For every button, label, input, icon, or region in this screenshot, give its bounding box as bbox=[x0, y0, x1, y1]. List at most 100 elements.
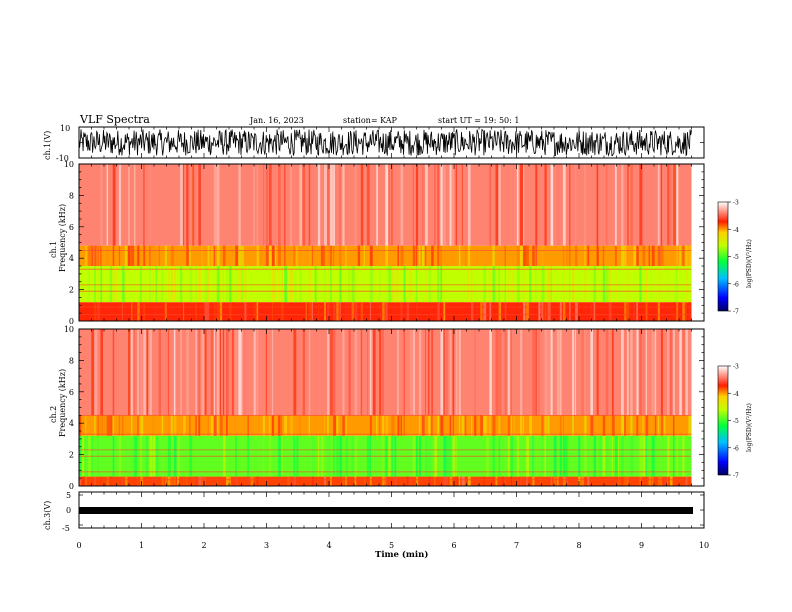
spectrogram-streak bbox=[394, 266, 397, 303]
spectrogram-streak bbox=[155, 302, 157, 321]
ch1-spectrogram-ytick-label: 0 bbox=[69, 317, 74, 326]
spectrogram-streak bbox=[385, 164, 389, 246]
spectrogram-streak bbox=[483, 266, 487, 303]
spectrogram-streak bbox=[177, 476, 180, 486]
spectrogram-streak bbox=[360, 302, 363, 321]
spectrogram-streak bbox=[667, 329, 670, 416]
spectrogram-streak bbox=[140, 329, 143, 416]
spectrogram-streak bbox=[158, 245, 161, 266]
spectrogram-streak bbox=[342, 164, 345, 246]
spectrogram-streak bbox=[118, 245, 121, 266]
spectrogram-streak bbox=[449, 329, 452, 416]
spectrogram-streak bbox=[685, 245, 688, 266]
spectrogram-streak bbox=[624, 302, 627, 321]
spectrogram-streak bbox=[216, 329, 220, 416]
spectrogram-streak bbox=[281, 415, 283, 436]
figure-title: VLF Spectra bbox=[79, 113, 150, 126]
spectrogram-streak bbox=[204, 329, 207, 416]
spectrogram-streak bbox=[544, 164, 547, 246]
spectrogram-streak bbox=[183, 415, 186, 436]
spectrogram-streak bbox=[458, 415, 461, 436]
ch1-spectrogram-ytick-label: 6 bbox=[69, 223, 74, 232]
spectrogram-streak bbox=[544, 302, 547, 321]
spectrogram-streak bbox=[94, 476, 96, 486]
spectrogram-streak bbox=[428, 476, 431, 486]
ch1-colorbar-label: log(PSD)(V²/Hz) bbox=[746, 239, 753, 288]
spectrogram-streak bbox=[391, 164, 393, 246]
spectrogram-streak bbox=[636, 245, 639, 266]
spectrogram-streak bbox=[363, 245, 366, 266]
spectrogram-streak bbox=[415, 266, 418, 303]
spectrogram-streak bbox=[538, 329, 540, 416]
spectrogram-streak bbox=[376, 245, 378, 266]
spectrogram-streak bbox=[550, 164, 554, 246]
spectrogram-streak bbox=[348, 329, 351, 416]
spectrogram-streak bbox=[293, 476, 296, 486]
spectrogram-streak bbox=[449, 476, 453, 486]
spectrogram-streak bbox=[186, 329, 190, 416]
spectrogram-streak bbox=[467, 476, 471, 486]
ch3-waveform-trace bbox=[79, 507, 693, 514]
spectrogram-streak bbox=[324, 164, 327, 246]
spectrogram-streak bbox=[431, 329, 434, 416]
spectrogram-streak bbox=[97, 415, 100, 436]
spectrogram-streak bbox=[645, 302, 648, 321]
spectrogram-streak bbox=[305, 302, 307, 321]
spectrogram-streak bbox=[621, 164, 624, 246]
spectrogram-streak bbox=[207, 266, 210, 303]
spectrogram-streak bbox=[293, 329, 297, 416]
ch3-waveform-panel: 5 0 -5 ch.3(V) bbox=[43, 491, 705, 533]
spectrogram-streak bbox=[541, 245, 544, 266]
spectrogram-streak bbox=[467, 164, 471, 246]
ch2-spectrogram-ytick-label: 0 bbox=[69, 482, 74, 491]
spectrogram-streak bbox=[167, 415, 170, 436]
spectrogram-streak bbox=[663, 476, 666, 486]
spectrogram-streak bbox=[611, 415, 615, 436]
spectrogram-streak bbox=[608, 266, 612, 303]
spectrogram-streak bbox=[636, 329, 639, 416]
spectrogram-streak bbox=[642, 329, 645, 416]
spectrogram-streak bbox=[106, 415, 110, 436]
spectrogram-streak bbox=[663, 415, 666, 436]
spectrogram-streak bbox=[596, 245, 599, 266]
spectrogram-streak bbox=[195, 302, 197, 321]
spectrogram-streak bbox=[614, 266, 618, 303]
spectrogram-streak bbox=[409, 329, 413, 416]
spectrogram-streak bbox=[333, 164, 335, 246]
spectrogram-streak bbox=[229, 302, 232, 321]
spectrogram-streak bbox=[339, 266, 342, 303]
spectrogram-streak bbox=[391, 415, 395, 436]
spectrogram-streak bbox=[562, 266, 565, 303]
spectrogram-streak bbox=[296, 415, 299, 436]
spectrogram-band-3 bbox=[79, 329, 692, 416]
spectrogram-streak bbox=[262, 164, 265, 246]
spectrogram-streak bbox=[667, 266, 670, 303]
spectrogram-streak bbox=[489, 302, 492, 321]
spectrogram-streak bbox=[569, 266, 571, 303]
spectrogram-streak bbox=[541, 266, 545, 303]
spectrogram-streak bbox=[235, 476, 239, 486]
start-ut-label: start UT = 19: 50: 1 bbox=[438, 116, 519, 125]
spectrogram-streak bbox=[317, 164, 321, 246]
spectrogram-streak bbox=[345, 245, 347, 266]
spectrogram-streak bbox=[311, 476, 314, 486]
spectrogram-streak bbox=[207, 245, 210, 266]
ch2-spectrogram-ytick-labels: 0 2 4 6 8 10 bbox=[64, 325, 74, 491]
spectrogram-streak bbox=[596, 329, 599, 416]
spectrogram-streak bbox=[327, 245, 331, 266]
spectrogram-streak bbox=[265, 329, 267, 416]
spectrogram-streak bbox=[204, 476, 207, 486]
spectrogram-streak bbox=[437, 245, 440, 266]
spectrogram-streak bbox=[253, 164, 255, 246]
spectrogram-streak bbox=[584, 329, 586, 416]
spectrogram-streak bbox=[216, 164, 220, 246]
spectrogram-streak bbox=[621, 245, 625, 266]
spectrogram-streak bbox=[376, 415, 378, 436]
spectrogram-streak bbox=[397, 329, 399, 416]
spectrogram-streak bbox=[232, 302, 234, 321]
spectrogram-streak bbox=[134, 329, 136, 416]
spectrogram-streak bbox=[504, 245, 506, 266]
spectrogram-streak bbox=[226, 415, 228, 436]
spectrogram-streak bbox=[256, 302, 259, 321]
spectrogram-streak bbox=[388, 266, 392, 303]
